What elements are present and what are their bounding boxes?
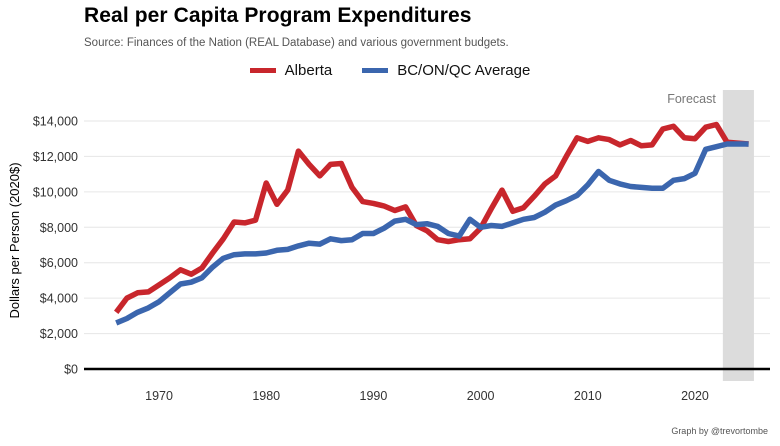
x-tick-label: 2020	[681, 389, 709, 403]
credit-caption: Graph by @trevortombe	[671, 426, 768, 436]
y-tick-label: $10,000	[33, 185, 78, 199]
legend: Alberta BC/ON/QC Average	[0, 62, 780, 79]
chart-title: Real per Capita Program Expenditures	[84, 4, 472, 27]
y-tick-label: $12,000	[33, 150, 78, 164]
x-tick-label: 2000	[467, 389, 495, 403]
y-tick-label: $0	[64, 363, 78, 377]
y-axis-title: Dollars per Person (2020$)	[7, 162, 22, 318]
x-tick-label: 1970	[145, 389, 173, 403]
y-tick-label: $2,000	[40, 327, 78, 341]
legend-swatch-alberta	[249, 68, 276, 73]
y-tick-label: $6,000	[40, 256, 78, 270]
legend-swatch-average	[362, 68, 389, 73]
series-line-alberta	[114, 121, 749, 314]
x-tick-label: 1990	[360, 389, 388, 403]
legend-item-average: BC/ON/QC Average	[362, 62, 530, 79]
y-tick-label: $8,000	[40, 221, 78, 235]
legend-label-alberta: Alberta	[284, 62, 333, 79]
forecast-label: Forecast	[667, 92, 716, 106]
x-tick-label: 2010	[574, 389, 602, 403]
legend-label-average: BC/ON/QC Average	[397, 62, 531, 79]
legend-item-alberta: Alberta	[249, 62, 333, 79]
chart-subtitle: Source: Finances of the Nation (REAL Dat…	[84, 37, 509, 49]
y-tick-label: $4,000	[40, 292, 78, 306]
forecast-band	[722, 90, 754, 381]
x-tick-label: 1980	[252, 389, 280, 403]
y-tick-label: $14,000	[33, 115, 78, 129]
series-line-average	[115, 141, 749, 326]
